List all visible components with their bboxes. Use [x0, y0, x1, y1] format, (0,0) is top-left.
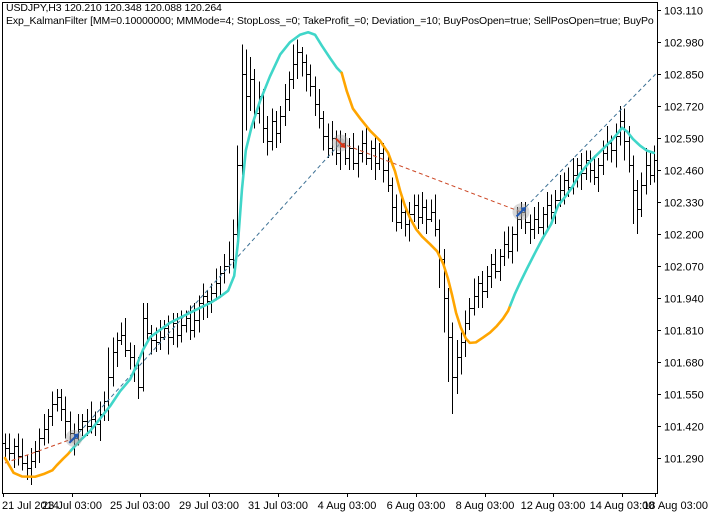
x-tick-label: 25 Jul 03:00: [110, 500, 170, 512]
y-tick-label: 102.200: [664, 230, 704, 242]
buy-arrow-icon: [515, 209, 524, 218]
x-tick-label: 12 Aug 03:00: [521, 500, 586, 512]
y-axis: 103.110 102.980 102.850 102.720 102.590 102.4…: [657, 6, 704, 466]
x-tick-label: 8 Aug 03:00: [456, 500, 515, 512]
y-tick-label: 101.420: [664, 422, 704, 434]
symbol-ohlc-title: USDJPY,H3 120.210 120.348 120.088 120.26…: [6, 2, 222, 14]
y-tick-label: 103.110: [664, 6, 703, 18]
x-tick-label: 14 Aug 03:00: [590, 500, 655, 512]
plot-frame: [2, 2, 658, 494]
trade-line: [73, 142, 341, 439]
indicator-title: Exp_KalmanFilter [MM=0.10000000; MMMode=…: [6, 15, 654, 27]
y-tick-label: 102.590: [664, 134, 704, 146]
sell-marker: [331, 134, 349, 152]
x-tick-label: 4 Aug 03:00: [318, 500, 377, 512]
y-tick-label: 102.330: [664, 198, 704, 210]
buy-arrow-icon: [520, 206, 526, 213]
y-tick-label: 102.720: [664, 102, 704, 114]
x-tick-label: 21 Jul 2014: [2, 500, 59, 512]
x-tick-label: 18 Aug 03:00: [643, 500, 708, 512]
x-tick-label: 23 Jul 03:00: [42, 500, 102, 512]
trade-line: [340, 142, 522, 213]
y-tick-label: 101.940: [664, 294, 704, 306]
kalman-line-segment: [3, 449, 73, 479]
x-tick-label: 31 Jul 03:00: [248, 500, 308, 512]
trade-line: [4, 437, 74, 464]
ohlc-bars: [3, 39, 657, 486]
y-tick-label: 101.550: [664, 390, 704, 402]
kalman-line-segment: [340, 71, 512, 345]
x-tick-label: 29 Jul 03:00: [179, 500, 239, 512]
y-tick-label: 101.810: [664, 326, 704, 338]
buy-marker: [65, 429, 83, 447]
kalman-line-segment: [508, 126, 656, 307]
x-tick-label: 6 Aug 03:00: [387, 500, 446, 512]
y-tick-label: 102.850: [664, 70, 704, 82]
buy-marker: [512, 203, 530, 221]
sell-arrow-icon: [339, 142, 346, 149]
y-tick-label: 102.460: [664, 166, 704, 178]
y-tick-label: 102.980: [664, 38, 704, 50]
sell-arrow-icon: [335, 137, 344, 146]
y-tick-label: 101.290: [664, 454, 704, 466]
buy-arrow-icon: [68, 435, 77, 444]
y-tick-label: 102.070: [664, 262, 704, 274]
buy-arrow-icon: [73, 433, 79, 439]
y-tick-label: 101.680: [664, 358, 704, 370]
chart-titles: USDJPY,H3 120.210 120.348 120.088 120.26…: [6, 2, 654, 28]
kalman-line-segment: [69, 30, 343, 452]
